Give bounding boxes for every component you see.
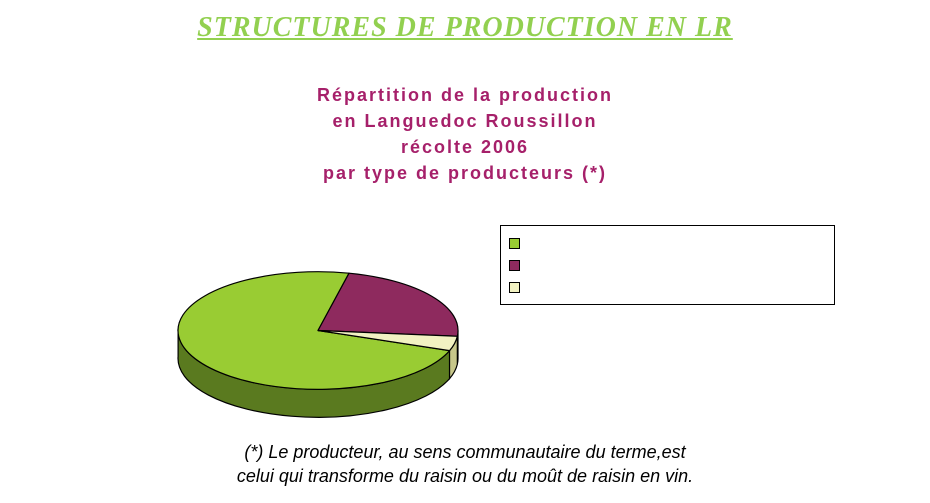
legend-item: [509, 254, 826, 276]
subtitle-line-1: Répartition de la production: [0, 82, 930, 108]
legend-item: [509, 276, 826, 298]
page-title: STRUCTURES DE PRODUCTION EN LR: [0, 12, 930, 44]
legend-swatch-icon: [509, 260, 520, 271]
subtitle-line-2: en Languedoc Roussillon: [0, 108, 930, 134]
footnote-line-2: celui qui transforme du raisin ou du moû…: [0, 464, 930, 488]
legend: [500, 225, 835, 305]
legend-item: [509, 232, 826, 254]
footnote: (*) Le producteur, au sens communautaire…: [0, 440, 930, 489]
pie-chart: [168, 265, 468, 420]
subtitle-line-3: récolte 2006: [0, 134, 930, 160]
chart-subtitle: Répartition de la production en Languedo…: [0, 82, 930, 186]
footnote-line-1: (*) Le producteur, au sens communautaire…: [0, 440, 930, 464]
subtitle-line-4: par type de producteurs (*): [0, 160, 930, 186]
legend-swatch-icon: [509, 238, 520, 249]
legend-swatch-icon: [509, 282, 520, 293]
